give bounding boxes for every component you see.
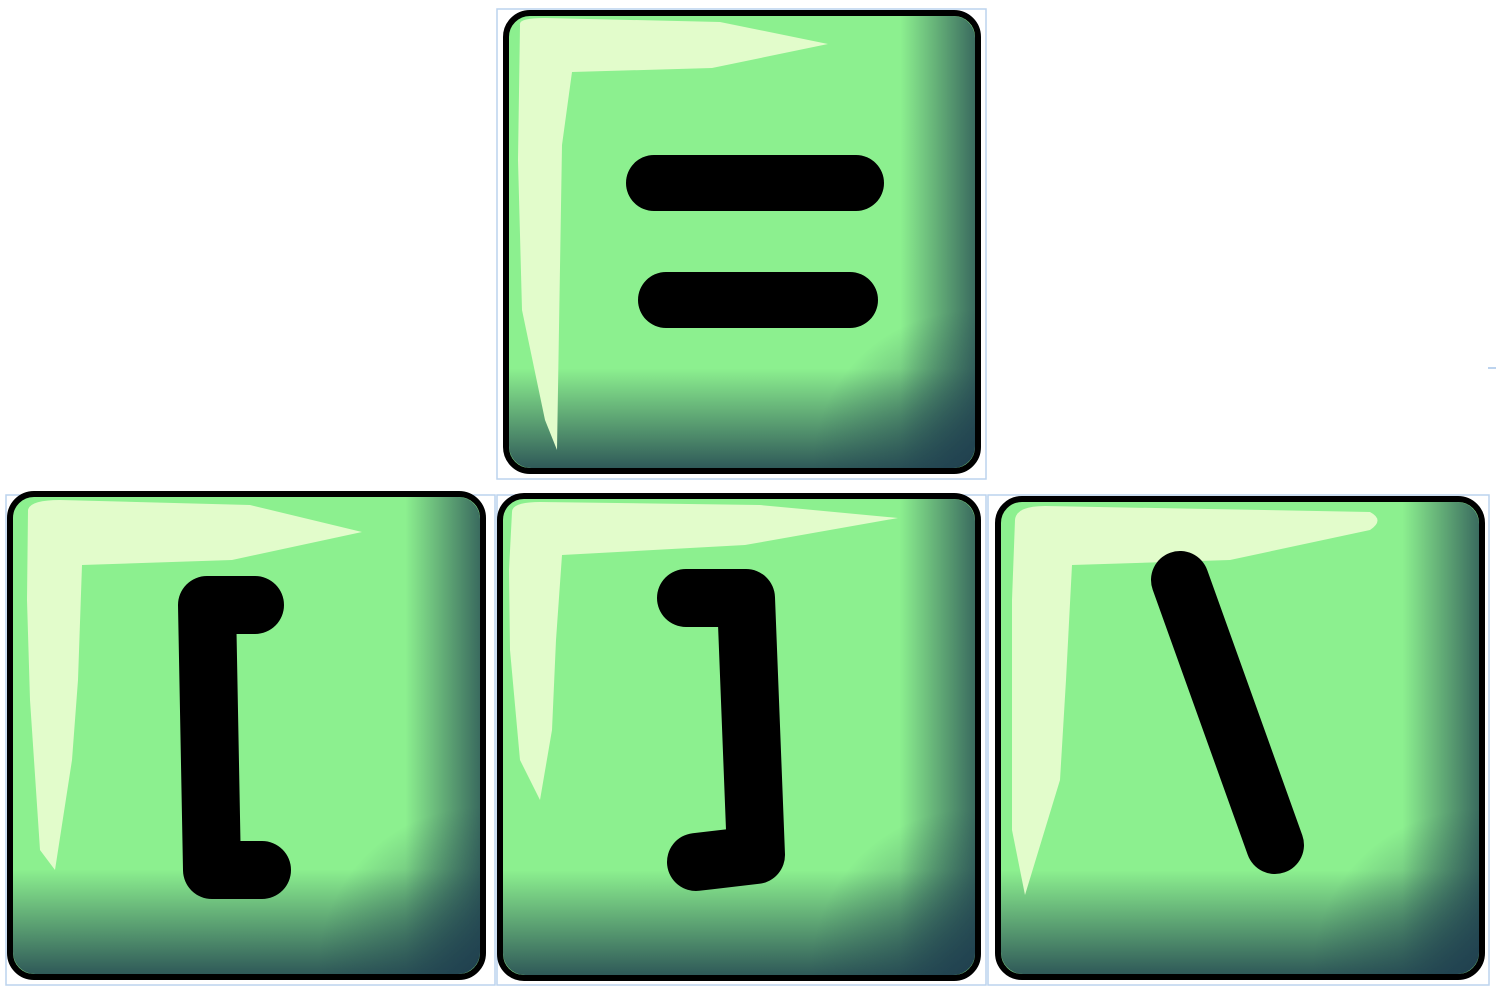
key-highlight: [509, 502, 898, 800]
left-bracket-key[interactable]: [: [5, 491, 496, 986]
backslash-key[interactable]: \: [987, 494, 1490, 986]
selection-frame: [496, 8, 987, 480]
key-highlight: [1012, 506, 1378, 895]
right-bracket-glyph: [657, 569, 785, 891]
selection-frame: [987, 494, 1490, 986]
left-bracket-glyph: [178, 576, 291, 899]
backslash-glyph: [1151, 551, 1304, 874]
key-shade-corner: [13, 497, 480, 974]
equals-key[interactable]: =: [496, 8, 987, 480]
key-highlight: [27, 500, 362, 870]
key-shade-corner: [509, 16, 975, 468]
equals-glyph: [626, 155, 884, 328]
right-bracket-key[interactable]: ]: [496, 493, 987, 986]
key-highlight: [518, 18, 828, 450]
